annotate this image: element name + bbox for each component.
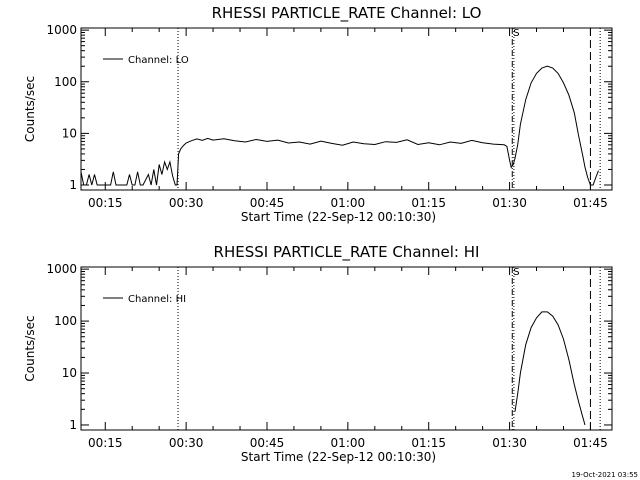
panel-2-flag-label: S	[513, 267, 519, 278]
panel-1-frame	[80, 27, 613, 191]
panel-2-title: RHESSI PARTICLE_RATE Channel: HI	[214, 243, 480, 262]
panel-1-xtick-label: 01:15	[411, 196, 446, 210]
panel-2-frame	[80, 266, 613, 431]
panel-1-legend-label: Channel: LO	[128, 55, 189, 66]
panel-1-xtick-label: 01:00	[331, 196, 366, 210]
panel-2-xtick-label: 00:30	[169, 436, 204, 450]
panel-1-xtick-label: 00:45	[250, 196, 285, 210]
panel-1-title: RHESSI PARTICLE_RATE Channel: LO	[212, 4, 482, 23]
panel-1-xtick-label: 00:15	[88, 196, 123, 210]
panel-2-xtick-label: 01:30	[492, 436, 527, 450]
panel-2-xtick-label: 00:15	[88, 436, 123, 450]
panel-1-xtick-label: 01:45	[573, 196, 608, 210]
panel-1-ytick-label: 100	[54, 75, 77, 89]
panel-2-legend-label: Channel: HI	[128, 294, 186, 305]
panel-2-xtick-label: 00:45	[250, 436, 285, 450]
panel-2-series-line	[514, 311, 586, 426]
panel-2-ytick-label: 1000	[46, 262, 77, 276]
panel-1-flag-label: S	[513, 28, 519, 39]
panel-2-xlabel: Start Time (22-Sep-12 00:10:30)	[241, 450, 436, 464]
panel-2-ytick-label: 1	[69, 418, 77, 432]
panel-1-ytick-label: 1000	[46, 23, 77, 37]
panel-2-xtick-label: 01:15	[411, 436, 446, 450]
panel-1-ylabel: Counts/sec	[23, 76, 37, 142]
panel-1-ytick-label: 1	[69, 178, 77, 192]
panel-1-xtick-label: 00:30	[169, 196, 204, 210]
panel-2-ytick-label: 100	[54, 314, 77, 328]
panel-2-xtick-label: 01:45	[573, 436, 608, 450]
panel-1-xtick-label: 01:30	[492, 196, 527, 210]
panel-2-xtick-label: 01:00	[331, 436, 366, 450]
timestamp: 19-Oct-2021 03:55	[572, 471, 638, 479]
panel-2-ytick-label: 10	[62, 366, 77, 380]
panel-1-xlabel: Start Time (22-Sep-12 00:10:30)	[241, 210, 436, 224]
panel-2-ylabel: Counts/sec	[23, 315, 37, 381]
panel-1-ytick-label: 10	[62, 126, 77, 140]
panel-1-series-line	[80, 65, 599, 186]
